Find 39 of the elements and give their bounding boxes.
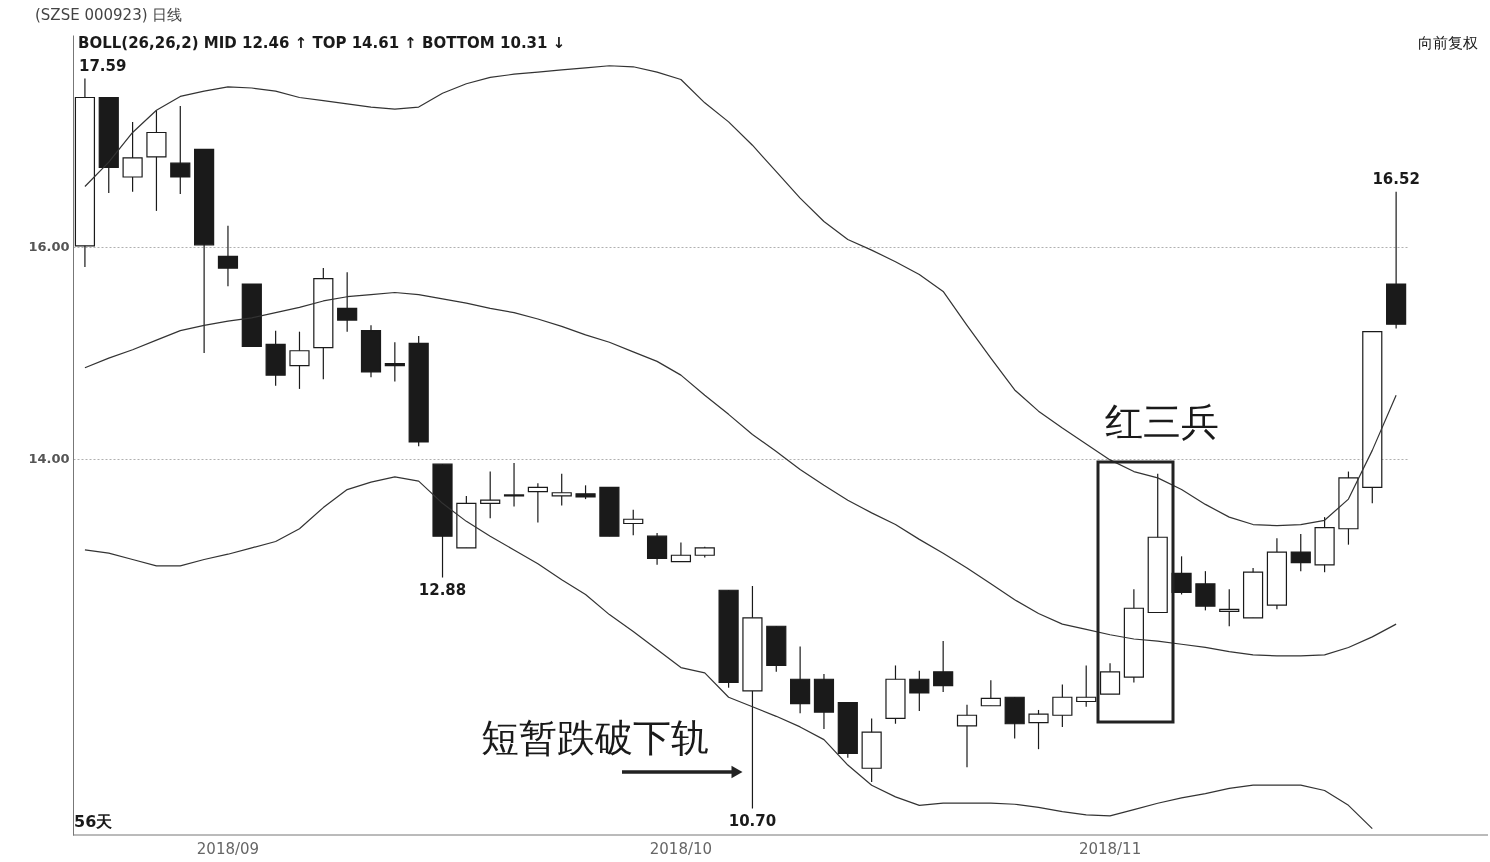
candlestick	[1290, 533, 1311, 572]
annotation: 16.52	[1372, 169, 1420, 188]
x-tick-label: 2018/10	[649, 839, 713, 858]
candlestick	[122, 121, 143, 193]
candlestick	[217, 225, 239, 287]
candlestick	[623, 509, 644, 536]
y-tick-label: 16.00	[28, 239, 70, 255]
annotation: 12.88	[418, 580, 467, 599]
candlestick	[1028, 709, 1049, 750]
line-series	[84, 291, 1397, 657]
x-tick-label: 2018/09	[196, 839, 260, 858]
annotation: 10.70	[728, 811, 777, 830]
candlestick	[384, 341, 405, 383]
candlestick	[670, 541, 692, 563]
candlestick	[1219, 588, 1240, 627]
candlestick	[1195, 570, 1216, 611]
chart-subtitle: BOLL(26,26,2) MID 12.46 ↑ TOP 14.61 ↑ BOTTOM 10.31 ↓	[78, 34, 566, 52]
candlestick	[551, 473, 572, 507]
candlestick	[503, 462, 525, 508]
text: 向前复权	[1418, 34, 1478, 52]
annotation: 17.59	[79, 57, 127, 75]
candlestick	[933, 640, 954, 693]
candlestick	[170, 105, 191, 195]
y-tick-label: 14.00	[28, 451, 70, 467]
chart-title: (SZSE 000923) 日线	[35, 6, 183, 24]
candlestick	[289, 331, 310, 390]
candlestick	[646, 532, 668, 566]
candlestick	[527, 482, 548, 524]
annotation: 红三兵	[1105, 400, 1219, 444]
annotation: 短暂跌破下轨	[481, 716, 709, 760]
candlestick	[980, 679, 1001, 707]
candlestick	[1052, 683, 1073, 728]
candlestick	[1099, 662, 1121, 695]
annotation: 56天	[74, 812, 114, 831]
candlestick	[909, 670, 930, 712]
candlestick	[480, 470, 501, 519]
candlestick	[337, 271, 358, 333]
x-tick-label: 2018/11	[1078, 839, 1142, 858]
candlestick	[956, 704, 978, 768]
